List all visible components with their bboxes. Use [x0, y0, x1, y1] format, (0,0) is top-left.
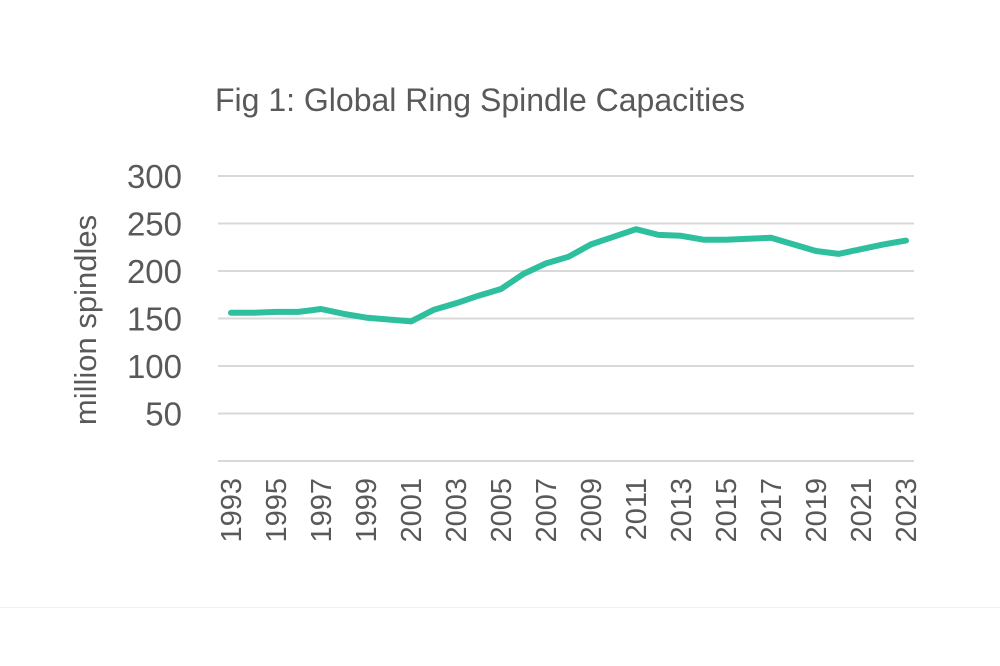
y-tick-label: 100: [127, 348, 182, 385]
gridlines: [218, 175, 914, 462]
x-tick-label: 2021: [846, 478, 878, 543]
y-axis-ticks: 50 100 150 200 250 300: [127, 158, 182, 433]
x-tick-label: 1997: [306, 478, 338, 543]
y-tick-label: 150: [127, 301, 182, 338]
x-tick-label: 1993: [216, 478, 248, 543]
x-tick-label: 2005: [486, 478, 518, 543]
series-layer: [228, 226, 909, 325]
x-tick-label: 2023: [891, 478, 923, 543]
y-tick-label: 300: [127, 158, 182, 195]
x-tick-label: 1999: [351, 478, 383, 543]
x-tick-label: 2017: [756, 478, 788, 543]
x-axis-ticks: 1993 1995 1997 1999 2001 2003 2005 2007 2009 2011…: [216, 478, 923, 543]
x-tick-label: 2015: [711, 478, 743, 543]
y-tick-label: 200: [127, 253, 182, 290]
series-line: [228, 226, 909, 325]
x-tick-label: 2003: [441, 478, 473, 543]
chart-title: Fig 1: Global Ring Spindle Capacities: [215, 82, 745, 118]
x-tick-label: 2011: [621, 478, 653, 540]
y-tick-label: 50: [145, 396, 182, 433]
x-tick-label: 2007: [531, 478, 563, 543]
x-tick-label: 2019: [801, 478, 833, 543]
footer-divider: [0, 607, 1000, 608]
x-tick-label: 1995: [261, 478, 293, 543]
x-tick-label: 2013: [666, 478, 698, 543]
y-axis-label: million spindles: [68, 215, 103, 425]
x-tick-label: 2001: [396, 478, 428, 543]
y-tick-label: 250: [127, 206, 182, 243]
x-tick-label: 2009: [576, 478, 608, 543]
